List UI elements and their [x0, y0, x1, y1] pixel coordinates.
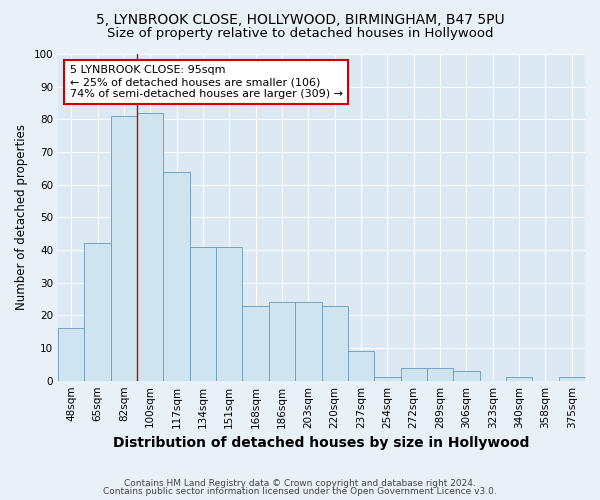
- Text: Size of property relative to detached houses in Hollywood: Size of property relative to detached ho…: [107, 28, 493, 40]
- Text: 5, LYNBROOK CLOSE, HOLLYWOOD, BIRMINGHAM, B47 5PU: 5, LYNBROOK CLOSE, HOLLYWOOD, BIRMINGHAM…: [95, 12, 505, 26]
- Y-axis label: Number of detached properties: Number of detached properties: [15, 124, 28, 310]
- X-axis label: Distribution of detached houses by size in Hollywood: Distribution of detached houses by size …: [113, 436, 530, 450]
- Bar: [322, 306, 348, 380]
- Text: Contains public sector information licensed under the Open Government Licence v3: Contains public sector information licen…: [103, 487, 497, 496]
- Bar: [111, 116, 137, 380]
- Bar: [559, 378, 585, 380]
- Bar: [190, 246, 216, 380]
- Bar: [58, 328, 85, 380]
- Bar: [506, 378, 532, 380]
- Bar: [163, 172, 190, 380]
- Bar: [348, 352, 374, 380]
- Text: 5 LYNBROOK CLOSE: 95sqm
← 25% of detached houses are smaller (106)
74% of semi-d: 5 LYNBROOK CLOSE: 95sqm ← 25% of detache…: [70, 66, 343, 98]
- Text: Contains HM Land Registry data © Crown copyright and database right 2024.: Contains HM Land Registry data © Crown c…: [124, 478, 476, 488]
- Bar: [427, 368, 453, 380]
- Bar: [269, 302, 295, 380]
- Bar: [295, 302, 322, 380]
- Bar: [374, 378, 401, 380]
- Bar: [242, 306, 269, 380]
- Bar: [401, 368, 427, 380]
- Bar: [85, 244, 111, 380]
- Bar: [137, 113, 163, 380]
- Bar: [453, 371, 479, 380]
- Bar: [216, 246, 242, 380]
